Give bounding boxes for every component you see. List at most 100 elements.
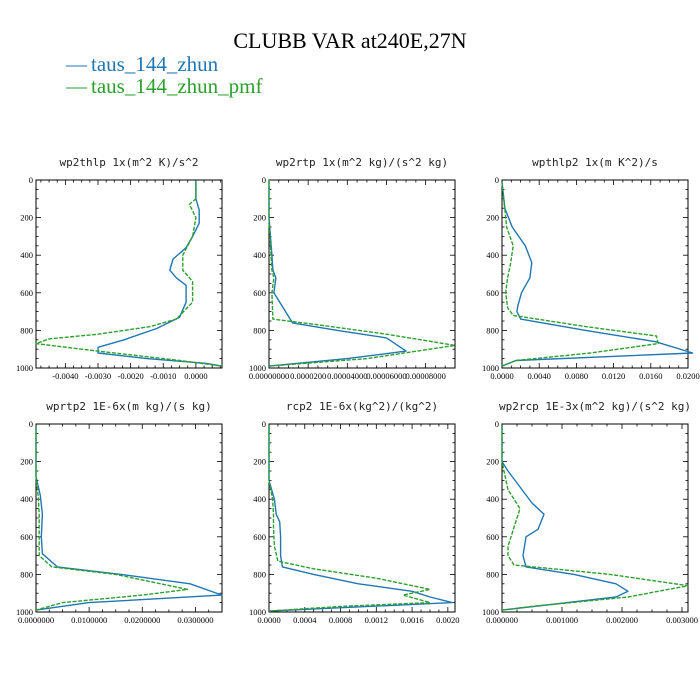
panel-title: wpthlp2 1x(m K^2)/s bbox=[532, 156, 658, 169]
plot-frame bbox=[268, 179, 456, 369]
panel-5: rcp2 1E-6x(kg^2)/(kg^2) 0 200 400 600 800 1000… bbox=[249, 400, 460, 625]
panel-3: wpthlp2 1x(m K^2)/s020040060080010000.00… bbox=[482, 156, 700, 381]
plot-frame bbox=[35, 179, 223, 369]
x-tick-label: 0.000000 bbox=[486, 615, 518, 625]
legend-entry-zhun-pmf: — taus_144_zhun_pmf bbox=[66, 74, 262, 99]
series-line-1 bbox=[35, 425, 223, 611]
series-line-2 bbox=[268, 425, 431, 612]
series-line-1 bbox=[268, 180, 407, 367]
x-tick-label: 0.00006000 bbox=[366, 371, 406, 381]
x-tick-label: 0.003000 bbox=[666, 615, 698, 625]
y-tick-label: 400 bbox=[253, 250, 266, 260]
x-tick-label: 0.00008000 bbox=[405, 371, 445, 381]
y-tick-label: 600 bbox=[20, 288, 33, 298]
x-tick-label: 0.0016 bbox=[400, 615, 423, 625]
y-tick-label: 800 bbox=[486, 325, 499, 335]
x-tick-label: -0.0030 bbox=[85, 371, 111, 381]
y-tick-label: 1000 bbox=[16, 607, 33, 617]
panel-1: wp2thlp 1x(m^2 K)/s^2 0 200 400 600 800 1000 -0… bbox=[16, 156, 223, 381]
x-tick-label: 0.0000200 bbox=[290, 371, 326, 381]
y-tick-label: 200 bbox=[20, 457, 33, 467]
x-tick-label: 0.0300000 bbox=[177, 615, 213, 625]
x-tick-label: 0.0000 bbox=[184, 371, 207, 381]
panel-title: wprtp2 1E-6x(m kg)/(s kg) bbox=[46, 400, 212, 413]
x-tick-label: 0.0200 bbox=[676, 371, 699, 381]
x-tick-label: 0.001000 bbox=[546, 615, 578, 625]
y-tick-label: 200 bbox=[253, 457, 266, 467]
x-tick-label: 0.002000 bbox=[606, 615, 638, 625]
panel-title: rcp2 1E-6x(kg^2)/(kg^2) bbox=[286, 400, 438, 413]
y-tick-label: 600 bbox=[20, 532, 33, 542]
y-tick-label: 0 bbox=[262, 419, 266, 429]
y-tick-label: 800 bbox=[253, 325, 266, 335]
panel-title: wp2rcp 1E-3x(m^2 kg)/(s^2 kg) bbox=[499, 400, 691, 413]
y-tick-label: 800 bbox=[486, 569, 499, 579]
panel-4: wprtp2 1E-6x(m kg)/(s kg) 0 200 400 600 800 10… bbox=[16, 400, 223, 625]
y-tick-label: 1000 bbox=[249, 363, 266, 373]
y-tick-label: 0 bbox=[29, 175, 33, 185]
y-tick-label: 800 bbox=[20, 569, 33, 579]
x-tick-label: 0.0008 bbox=[329, 615, 352, 625]
y-tick-label: 400 bbox=[486, 494, 499, 504]
x-tick-label: -0.0040 bbox=[52, 371, 78, 381]
x-tick-label: 0.0000 bbox=[490, 371, 513, 381]
panel-6: wp2rcp 1E-3x(m^2 kg)/(s^2 kg)0 200 400 600 8… bbox=[482, 400, 698, 625]
series-line-2 bbox=[35, 425, 189, 611]
legend-entry-zhun: — taus_144_zhun bbox=[66, 52, 218, 77]
y-tick-label: 200 bbox=[253, 213, 266, 223]
y-tick-label: 0 bbox=[262, 175, 266, 185]
x-tick-label: 0.00000000 bbox=[249, 371, 289, 381]
x-tick-label: 0.0040 bbox=[528, 371, 551, 381]
y-tick-label: 0 bbox=[29, 419, 33, 429]
y-tick-label: 200 bbox=[486, 213, 499, 223]
x-tick-label: -0.0020 bbox=[118, 371, 144, 381]
y-tick-label: 800 bbox=[20, 325, 33, 335]
x-tick-label: 0.0000000 bbox=[18, 615, 54, 625]
series-line-2 bbox=[35, 181, 223, 367]
y-tick-label: 400 bbox=[20, 494, 33, 504]
x-tick-label: 0.0012 bbox=[365, 615, 388, 625]
y-tick-label: 400 bbox=[486, 250, 499, 260]
panel-title: wp2rtp 1x(m^2 kg)/(s^2 kg) bbox=[276, 156, 448, 169]
legend-label: taus_144_zhun_pmf bbox=[91, 74, 263, 98]
legend-line-icon: — bbox=[66, 52, 87, 76]
x-tick-label: 0.0080 bbox=[565, 371, 588, 381]
x-tick-label: 0.0160 bbox=[639, 371, 662, 381]
y-tick-label: 800 bbox=[253, 569, 266, 579]
y-tick-label: 600 bbox=[253, 532, 266, 542]
x-tick-label: 0.0100000 bbox=[71, 615, 107, 625]
y-tick-label: 1000 bbox=[482, 607, 499, 617]
x-tick-label: 0.0020 bbox=[436, 615, 459, 625]
x-tick-label: 0.0000 bbox=[257, 615, 280, 625]
x-tick-label: 0.0200000 bbox=[124, 615, 160, 625]
legend-line-icon: — bbox=[66, 74, 87, 98]
series-line-1 bbox=[268, 425, 453, 612]
series-line-1 bbox=[501, 181, 694, 367]
series-line-1 bbox=[97, 181, 223, 367]
y-tick-label: 1000 bbox=[482, 363, 499, 373]
x-tick-label: -0.0010 bbox=[150, 371, 176, 381]
y-tick-label: 400 bbox=[20, 250, 33, 260]
x-tick-label: 0.0120 bbox=[602, 371, 625, 381]
y-tick-label: 1000 bbox=[16, 363, 33, 373]
panel-title: wp2thlp 1x(m^2 K)/s^2 bbox=[59, 156, 198, 169]
series-line-1 bbox=[501, 425, 629, 611]
legend-label: taus_144_zhun bbox=[91, 52, 219, 76]
y-tick-label: 600 bbox=[253, 288, 266, 298]
y-tick-label: 200 bbox=[20, 213, 33, 223]
y-tick-label: 200 bbox=[486, 457, 499, 467]
y-tick-label: 1000 bbox=[249, 607, 266, 617]
y-tick-label: 600 bbox=[486, 288, 499, 298]
series-line-2 bbox=[268, 180, 456, 367]
x-tick-label: 0.0004 bbox=[293, 615, 317, 625]
y-tick-label: 0 bbox=[495, 175, 499, 185]
panel-2: wp2rtp 1x(m^2 kg)/(s^2 kg) 0 200 400 600 800 1… bbox=[249, 156, 456, 381]
y-tick-label: 600 bbox=[486, 532, 499, 542]
series-line-2 bbox=[501, 425, 689, 611]
series-line-2 bbox=[501, 181, 659, 367]
plot-frame bbox=[35, 423, 223, 613]
plot-frame bbox=[501, 423, 689, 613]
x-tick-label: 0.00004000 bbox=[327, 371, 367, 381]
